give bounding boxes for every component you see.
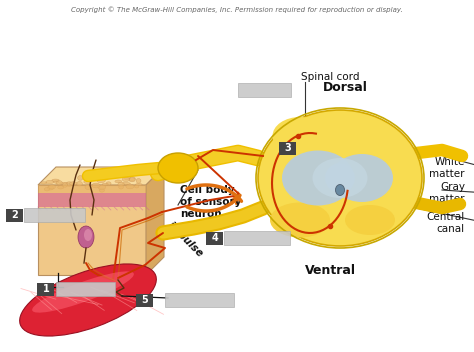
Ellipse shape xyxy=(106,182,111,185)
Ellipse shape xyxy=(124,175,130,180)
Ellipse shape xyxy=(78,226,94,248)
Text: 3: 3 xyxy=(284,143,292,153)
Ellipse shape xyxy=(270,202,330,238)
FancyBboxPatch shape xyxy=(137,294,154,307)
Ellipse shape xyxy=(122,177,129,182)
Ellipse shape xyxy=(65,182,73,186)
Ellipse shape xyxy=(92,183,100,188)
Ellipse shape xyxy=(115,180,122,183)
Ellipse shape xyxy=(69,182,77,185)
FancyBboxPatch shape xyxy=(280,142,297,155)
Text: Spinal cord: Spinal cord xyxy=(301,72,359,82)
Bar xyxy=(38,185,146,193)
Ellipse shape xyxy=(129,177,136,181)
FancyBboxPatch shape xyxy=(224,231,290,245)
Ellipse shape xyxy=(84,229,92,241)
Ellipse shape xyxy=(58,186,64,189)
Ellipse shape xyxy=(258,110,422,246)
Ellipse shape xyxy=(54,180,59,183)
Text: impulse: impulse xyxy=(165,220,205,260)
Ellipse shape xyxy=(60,182,68,184)
Ellipse shape xyxy=(84,180,91,183)
Ellipse shape xyxy=(98,185,106,189)
Ellipse shape xyxy=(135,185,139,188)
Ellipse shape xyxy=(345,120,395,152)
Ellipse shape xyxy=(122,182,130,185)
Ellipse shape xyxy=(97,178,106,183)
Polygon shape xyxy=(38,167,164,185)
Text: 2: 2 xyxy=(12,210,18,220)
Ellipse shape xyxy=(56,181,63,185)
Text: Copyright © The McGraw-Hill Companies, Inc. Permission required for reproduction: Copyright © The McGraw-Hill Companies, I… xyxy=(71,6,403,13)
FancyBboxPatch shape xyxy=(7,208,24,221)
Text: Ventral: Ventral xyxy=(304,264,356,277)
Ellipse shape xyxy=(273,117,328,155)
FancyBboxPatch shape xyxy=(37,283,55,295)
Ellipse shape xyxy=(325,163,355,193)
Ellipse shape xyxy=(336,184,345,195)
Ellipse shape xyxy=(47,186,54,190)
Ellipse shape xyxy=(32,271,134,313)
Ellipse shape xyxy=(126,184,134,189)
Ellipse shape xyxy=(136,183,142,186)
Ellipse shape xyxy=(102,183,108,185)
Polygon shape xyxy=(146,167,164,275)
FancyBboxPatch shape xyxy=(165,293,235,307)
Ellipse shape xyxy=(77,181,82,186)
Text: White
matter: White matter xyxy=(429,157,465,179)
Text: Central
canal: Central canal xyxy=(427,212,465,234)
Text: Cell body
of sensory
neuron: Cell body of sensory neuron xyxy=(180,186,241,219)
FancyBboxPatch shape xyxy=(207,232,224,245)
Ellipse shape xyxy=(158,153,198,183)
Text: 1: 1 xyxy=(43,284,49,294)
Ellipse shape xyxy=(46,180,54,184)
FancyBboxPatch shape xyxy=(25,208,85,222)
Ellipse shape xyxy=(312,158,367,198)
Ellipse shape xyxy=(52,179,59,181)
Ellipse shape xyxy=(345,205,395,235)
Text: Dorsal: Dorsal xyxy=(323,81,367,94)
Ellipse shape xyxy=(99,188,104,192)
Ellipse shape xyxy=(118,182,124,187)
Ellipse shape xyxy=(85,185,91,189)
Ellipse shape xyxy=(49,185,55,189)
FancyBboxPatch shape xyxy=(56,282,116,296)
Ellipse shape xyxy=(44,188,50,191)
Ellipse shape xyxy=(41,182,47,184)
Ellipse shape xyxy=(19,264,156,336)
Bar xyxy=(38,193,146,207)
Text: 4: 4 xyxy=(211,233,219,243)
Ellipse shape xyxy=(78,176,83,180)
Ellipse shape xyxy=(136,178,141,183)
Ellipse shape xyxy=(129,178,135,182)
Text: 5: 5 xyxy=(142,295,148,305)
Ellipse shape xyxy=(331,154,393,202)
FancyBboxPatch shape xyxy=(238,83,292,97)
Bar xyxy=(38,185,146,275)
Ellipse shape xyxy=(63,183,67,187)
Text: Gray
matter: Gray matter xyxy=(429,182,465,204)
Ellipse shape xyxy=(282,151,354,206)
Ellipse shape xyxy=(118,185,123,189)
